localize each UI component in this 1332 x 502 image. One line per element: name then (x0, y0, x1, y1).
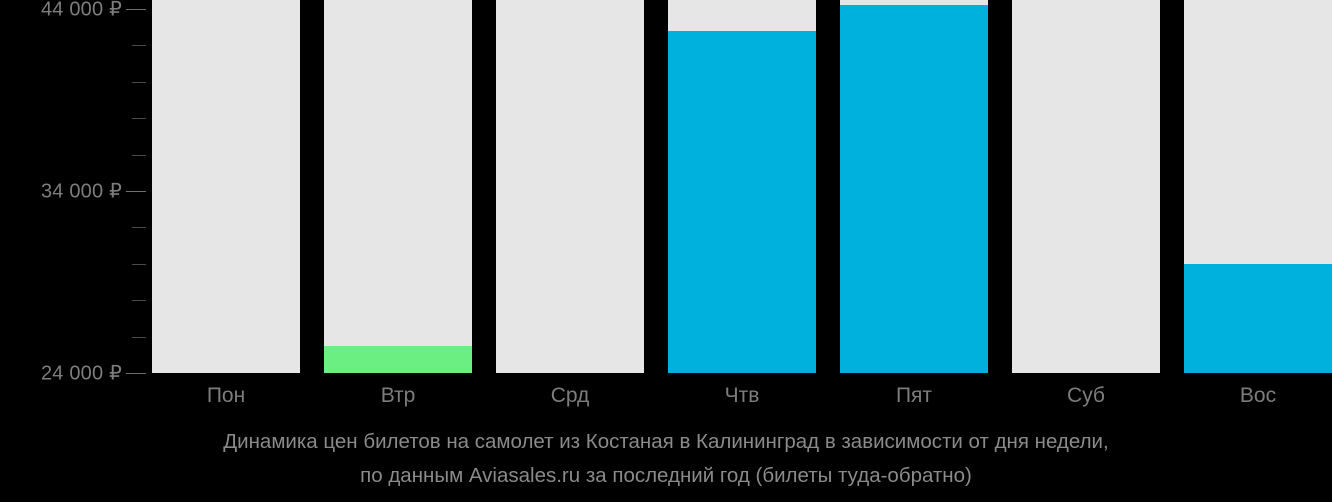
y-axis-label: 24 000 ₽ (40, 362, 122, 385)
x-axis-label-Втр: Втр (380, 384, 416, 407)
bar-fill-Пят (840, 5, 988, 373)
y-tick-44000 (126, 9, 146, 10)
bar-thursday[interactable] (668, 0, 816, 374)
y-tick-34000 (126, 191, 146, 192)
x-axis-label-Срд: Срд (550, 384, 590, 407)
y-tick-36000 (132, 155, 146, 156)
y-axis-label: 44 000 ₽ (40, 0, 122, 21)
bar-fill-Чтв (668, 30, 816, 373)
x-axis-label-Чтв: Чтв (724, 384, 760, 407)
bar-friday[interactable] (840, 0, 988, 374)
bar-tuesday[interactable] (324, 0, 472, 374)
bar-track (152, 0, 300, 373)
y-tick-30000 (132, 264, 146, 265)
x-axis-label-Пят: Пят (895, 384, 933, 407)
y-tick-42000 (132, 45, 146, 46)
x-axis-label-Вос: Вос (1239, 384, 1277, 407)
bar-monday[interactable] (152, 0, 300, 374)
bar-track (496, 0, 644, 373)
y-tick-26000 (132, 337, 146, 338)
bar-track (1012, 0, 1160, 373)
caption-line-2: по данным Aviasales.ru за последний год … (360, 464, 972, 487)
bar-wednesday[interactable] (496, 0, 644, 374)
y-tick-38000 (132, 118, 146, 119)
caption-line-1: Динамика цен билетов на самолет из Коста… (223, 430, 1109, 453)
y-axis: 44 000 ₽ 34 000 ₽ 24 000 ₽ (0, 0, 152, 385)
bar-fill-Втр (324, 345, 472, 373)
y-tick-24000 (126, 373, 146, 374)
bar-track (324, 0, 472, 373)
bar-saturday[interactable] (1012, 0, 1160, 374)
x-axis-label-Пон: Пон (206, 384, 246, 407)
y-tick-40000 (132, 82, 146, 83)
bar-sunday[interactable] (1184, 0, 1332, 374)
bar-fill-Вос (1184, 263, 1332, 373)
y-axis-label: 34 000 ₽ (40, 180, 122, 203)
x-axis: Пон Втр Срд Чтв Пят Суб Вос (0, 374, 1332, 420)
chart-plot-area (152, 0, 1332, 374)
x-axis-label-Суб: Суб (1067, 384, 1105, 407)
y-tick-28000 (132, 300, 146, 301)
y-tick-32000 (132, 227, 146, 228)
chart-caption: Динамика цен билетов на самолет из Коста… (0, 425, 1332, 493)
